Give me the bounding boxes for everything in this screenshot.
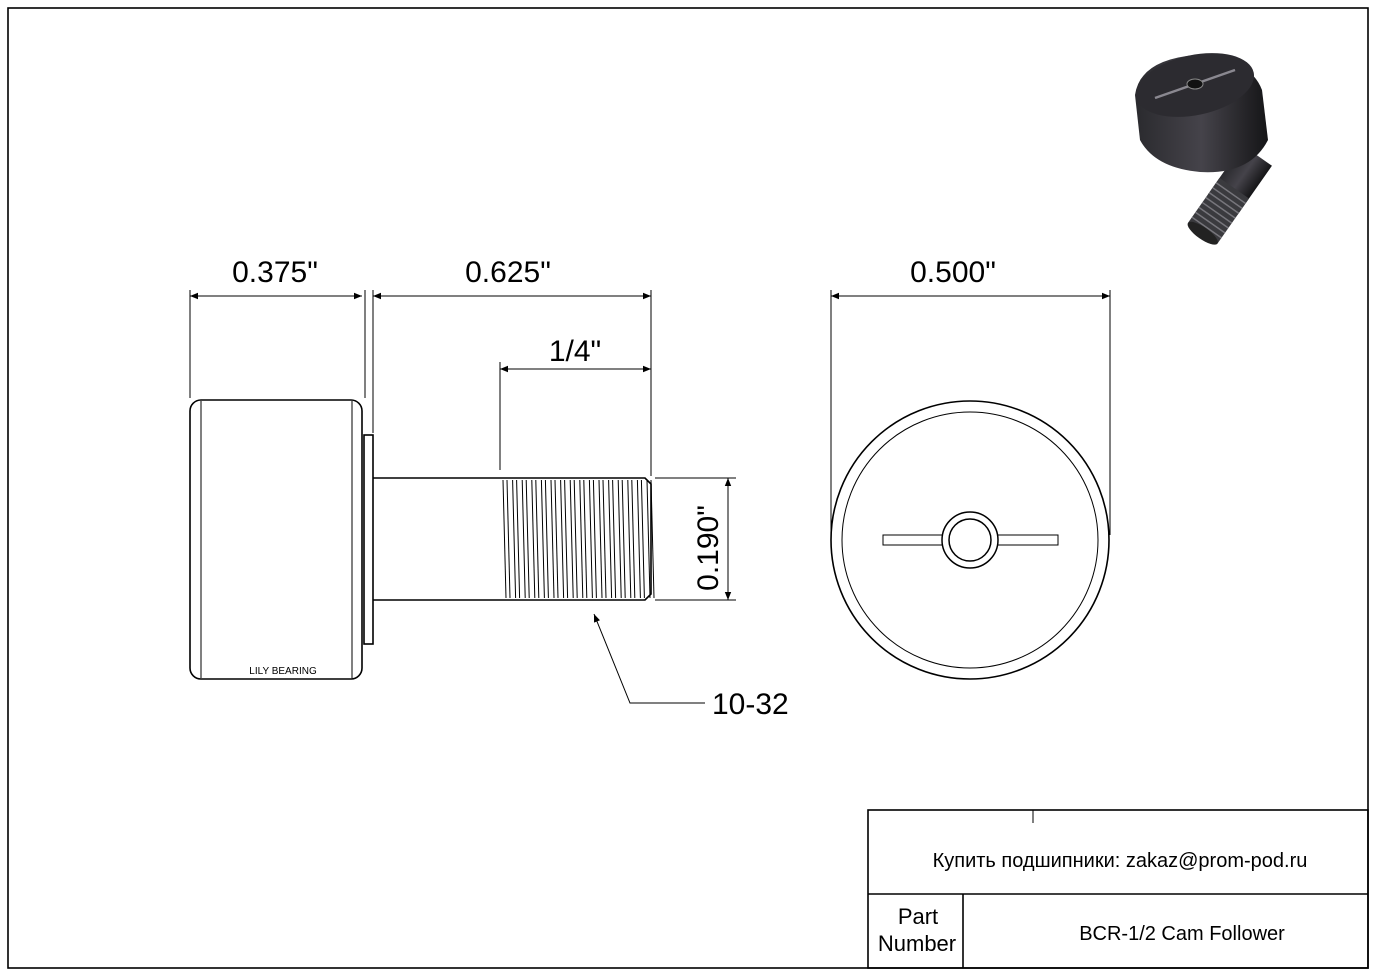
- thread-line: [602, 479, 607, 599]
- thread-line: [540, 479, 545, 599]
- extension-lines-front: [830, 290, 1111, 535]
- thread-line: [502, 479, 507, 599]
- side-view: LILY BEARING 0.375" 0.625" 1/4" 0.190" 1…: [189, 256, 789, 721]
- thread-line: [631, 479, 636, 599]
- roller-outline: [189, 399, 363, 680]
- thread-line: [554, 479, 559, 599]
- thread-line: [636, 479, 641, 599]
- thread-lines: [502, 479, 655, 599]
- stud-shank: [373, 477, 500, 601]
- flange: [363, 434, 374, 645]
- contact-text: Купить подшипники: zakaz@prom-pod.ru: [933, 850, 1308, 872]
- extension-lines: [189, 290, 736, 601]
- thread-line: [592, 479, 597, 599]
- roller-outer-circle: [830, 400, 1110, 680]
- thread-line: [506, 479, 511, 599]
- title-block: Купить подшипники: zakaz@prom-pod.ru Par…: [867, 809, 1369, 969]
- thread-line: [598, 479, 603, 599]
- thread-line: [569, 479, 574, 599]
- thread-line: [564, 479, 569, 599]
- thread-line: [627, 479, 632, 599]
- thread-line: [650, 479, 655, 599]
- thread-line: [560, 479, 565, 599]
- thread-line: [588, 479, 593, 599]
- dimension-stud-diameter: 0.190": [692, 505, 725, 591]
- thread-line: [525, 479, 530, 599]
- dimension-roller-diameter: 0.500": [910, 256, 996, 289]
- thread-line: [516, 479, 521, 599]
- thread-line: [573, 479, 578, 599]
- thread-leader: [593, 613, 705, 704]
- thread-line: [608, 479, 613, 599]
- dimension-thread-length: 1/4": [549, 335, 601, 368]
- sheet-border: [7, 7, 1369, 969]
- thread-line: [550, 479, 555, 599]
- dimension-roller-width: 0.375": [232, 256, 318, 289]
- front-view: 0.500": [830, 256, 1111, 680]
- thread-line: [583, 479, 588, 599]
- part-number-label-2: Number: [878, 931, 956, 956]
- cam-follower-3d-image: [1135, 53, 1272, 245]
- brand-mark: LILY BEARING: [249, 666, 317, 677]
- thread-line: [640, 479, 645, 599]
- thread-line: [612, 479, 617, 599]
- thread-line: [621, 479, 626, 599]
- thread-line: [579, 479, 584, 599]
- lube-hole-inner: [948, 518, 992, 562]
- roller-inner-circle: [841, 411, 1099, 669]
- thread-spec-label: 10-32: [712, 688, 789, 721]
- thread-line: [646, 479, 651, 599]
- dimension-stud-length: 0.625": [465, 256, 551, 289]
- part-number-value: BCR-1/2 Cam Follower: [1079, 923, 1285, 945]
- part-number-label-1: Part: [898, 904, 938, 929]
- thread-line: [535, 479, 540, 599]
- thread-line: [617, 479, 622, 599]
- thread-line: [512, 479, 517, 599]
- thread-line: [521, 479, 526, 599]
- thread-line: [531, 479, 536, 599]
- thread-line: [544, 479, 549, 599]
- stud-thread: [500, 477, 652, 601]
